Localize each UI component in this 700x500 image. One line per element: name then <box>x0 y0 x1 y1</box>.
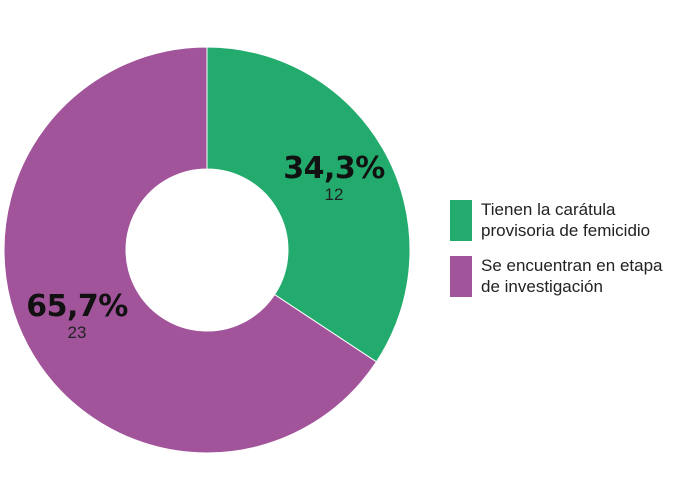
slices <box>3 46 411 454</box>
legend-label-femicidio-line-1: Tienen la carátula <box>481 200 616 219</box>
slice-count-investigacion: 23 <box>68 323 87 342</box>
slice-femicidio <box>206 46 411 363</box>
legend-label-femicidio: Tienen la carátula provisoria de femicid… <box>481 199 650 241</box>
legend-label-investigacion: Se encuentran en etapa de investigación <box>481 255 662 297</box>
slice-investigacion <box>3 46 378 454</box>
legend: Tienen la carátula provisoria de femicid… <box>450 199 695 311</box>
slice-labels: 34,3%12 65,7%23 <box>26 151 386 342</box>
legend-item-investigacion: Se encuentran en etapa de investigación <box>450 255 695 297</box>
legend-label-investigacion-line-1: Se encuentran en etapa <box>481 256 663 275</box>
legend-item-femicidio: Tienen la carátula provisoria de femicid… <box>450 199 695 241</box>
legend-label-femicidio-line-2: provisoria de femicidio <box>481 221 651 240</box>
legend-label-investigacion-line-2: de investigación <box>481 277 603 296</box>
slice-count-femicidio: 12 <box>325 185 344 204</box>
legend-swatch-femicidio <box>450 200 472 241</box>
slice-percent-femicidio: 34,3% <box>283 151 385 186</box>
legend-swatch-investigacion <box>450 256 472 297</box>
slice-percent-investigacion: 65,7% <box>26 289 128 324</box>
